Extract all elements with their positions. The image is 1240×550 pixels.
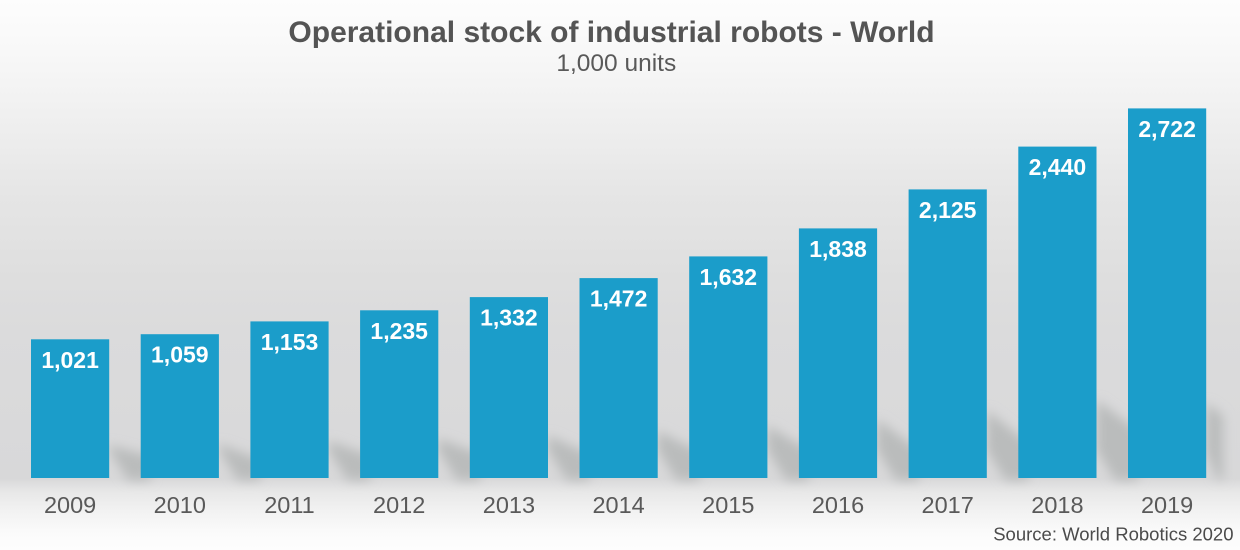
svg-text:2015: 2015 [702, 492, 754, 518]
svg-text:1,332: 1,332 [480, 305, 538, 331]
svg-text:1,838: 1,838 [809, 236, 867, 262]
svg-text:2013: 2013 [483, 492, 535, 518]
svg-text:2,125: 2,125 [919, 197, 977, 223]
svg-text:1,632: 1,632 [700, 264, 758, 290]
svg-text:2011: 2011 [264, 492, 315, 518]
svg-text:2016: 2016 [812, 492, 864, 518]
svg-text:2019: 2019 [1141, 492, 1193, 518]
svg-text:1,021: 1,021 [41, 347, 99, 373]
svg-text:1,472: 1,472 [590, 286, 648, 312]
svg-text:Operational stock of industria: Operational stock of industrial robots -… [288, 16, 934, 49]
svg-text:2014: 2014 [592, 492, 644, 518]
svg-text:1,153: 1,153 [261, 329, 319, 355]
svg-text:1,235: 1,235 [370, 318, 428, 344]
svg-text:2018: 2018 [1031, 492, 1083, 518]
svg-text:2010: 2010 [154, 492, 206, 518]
svg-text:Source: World Robotics 2020: Source: World Robotics 2020 [993, 524, 1233, 545]
svg-text:1,000 units: 1,000 units [556, 50, 676, 77]
svg-text:2017: 2017 [922, 492, 974, 518]
svg-text:2,722: 2,722 [1138, 116, 1196, 142]
svg-text:2012: 2012 [373, 492, 425, 518]
svg-text:1,059: 1,059 [151, 342, 209, 368]
svg-text:2,440: 2,440 [1029, 154, 1087, 180]
svg-text:2009: 2009 [44, 492, 96, 518]
